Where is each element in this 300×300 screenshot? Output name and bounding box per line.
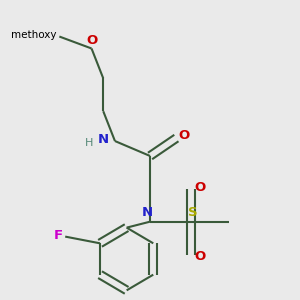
- Text: O: O: [194, 181, 206, 194]
- Text: N: N: [98, 133, 109, 146]
- Text: H: H: [84, 137, 93, 148]
- Text: N: N: [142, 206, 153, 219]
- Text: S: S: [188, 206, 197, 219]
- Text: O: O: [194, 250, 206, 262]
- Text: O: O: [178, 129, 189, 142]
- Text: O: O: [86, 34, 97, 46]
- Text: methoxy: methoxy: [11, 30, 56, 40]
- Text: F: F: [53, 229, 62, 242]
